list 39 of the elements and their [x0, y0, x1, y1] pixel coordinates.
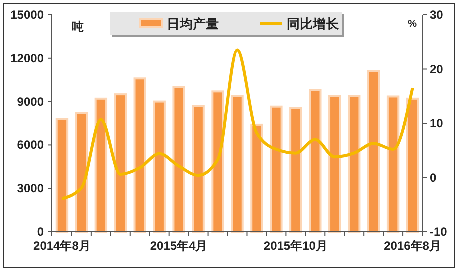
bar	[367, 70, 380, 233]
bar	[75, 112, 88, 233]
x-tick-label: 2016年8月	[384, 239, 442, 253]
y2-tick-label: 30	[430, 8, 444, 22]
bar	[134, 78, 146, 233]
bar	[290, 107, 302, 233]
y-tick-label: 15000	[10, 8, 44, 22]
legend-label: 日均产量	[167, 16, 219, 32]
bar	[212, 90, 224, 233]
y2-tick-label: -10	[430, 225, 448, 239]
legend-label: 同比增长	[287, 16, 340, 32]
y2-tick-label: 20	[430, 62, 444, 76]
bar	[192, 105, 205, 233]
y2-tick-label: 10	[430, 116, 444, 130]
y-tick-label: 12000	[10, 51, 44, 66]
bar	[172, 86, 186, 233]
x-tick-label: 2014年8月	[34, 239, 91, 253]
bar	[231, 95, 244, 233]
bar	[270, 106, 283, 233]
bar	[328, 95, 342, 233]
y2-tick-label: 0	[430, 170, 437, 185]
bar	[56, 118, 69, 233]
bar	[94, 98, 108, 233]
bar	[153, 100, 166, 233]
y-tick-label: 3000	[17, 182, 44, 196]
bar	[348, 95, 361, 233]
bar	[406, 98, 420, 233]
y-tick-label: 9000	[17, 94, 44, 109]
bar	[386, 96, 400, 233]
bar	[309, 89, 322, 233]
y2-axis-title: %	[408, 19, 418, 30]
line-series	[60, 48, 414, 200]
y-tick-label: 6000	[17, 138, 44, 152]
y-tick-label: 0	[37, 225, 44, 239]
x-tick-label: 2015年10月	[264, 239, 328, 253]
bar	[114, 94, 128, 233]
x-tick-label: 2015年4月	[150, 239, 208, 253]
y-axis-title: 吨	[72, 20, 84, 34]
bar	[250, 124, 264, 233]
